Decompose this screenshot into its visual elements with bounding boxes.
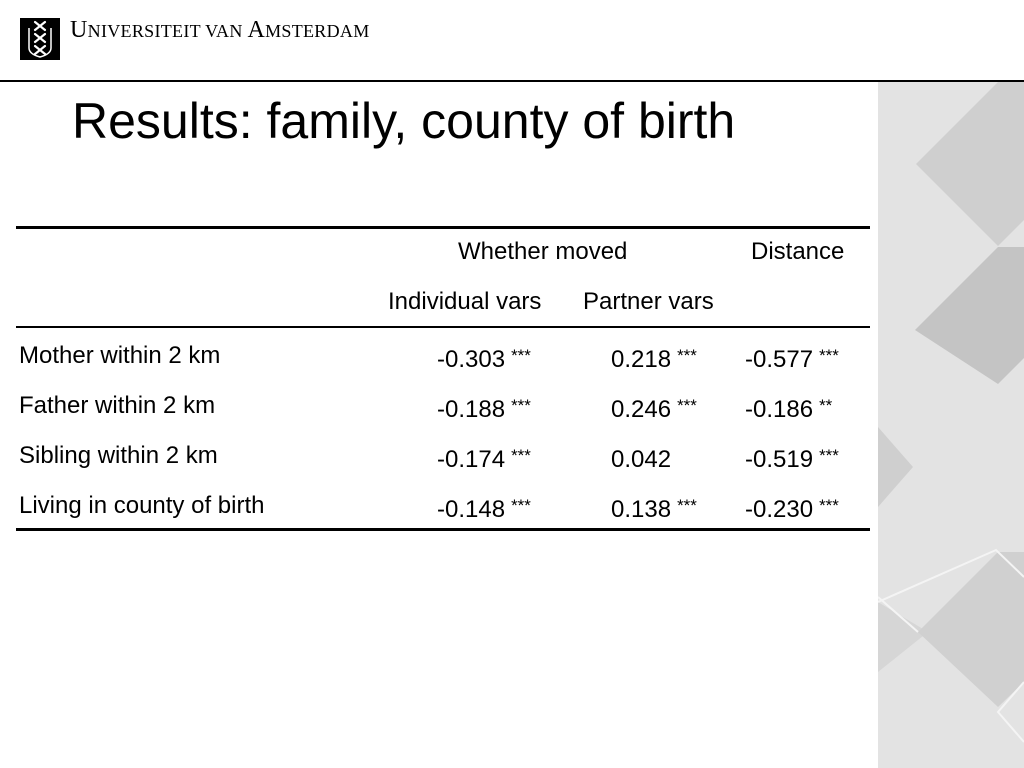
column-group-header: Whether moved (458, 238, 628, 265)
table-row: Sibling within 2 km -0.174 *** 0.042 -0.5… (16, 429, 870, 479)
cell-partner: 0.138 *** (611, 491, 697, 525)
cell-distance: -0.519 *** (745, 441, 839, 475)
table-bottom-rule (16, 528, 870, 531)
three-crosses-shield-icon (20, 18, 60, 60)
university-name-initial: A (247, 17, 266, 43)
significance-stars: *** (819, 496, 839, 515)
cell-partner: 0.218 *** (611, 341, 697, 375)
slide-header: UNIVERSITEIT VAN AMSTERDAM (0, 0, 1024, 80)
cell-value: 0.042 (611, 446, 672, 473)
cell-value: 0.218 (611, 346, 672, 373)
table-top-rule (16, 226, 870, 229)
cell-value: 0.246 (611, 396, 672, 423)
significance-stars: *** (511, 346, 531, 365)
university-name-part: MSTERDAM (265, 21, 370, 41)
column-header-distance: Distance (751, 238, 845, 265)
cell-value: -0.519 (745, 446, 814, 473)
significance-stars: *** (677, 396, 697, 415)
table-row: Father within 2 km -0.188 *** 0.246 *** -0… (16, 379, 870, 429)
cell-value: -0.188 (437, 396, 506, 423)
cell-value: -0.186 (745, 396, 814, 423)
cell-distance: -0.186 ** (745, 391, 832, 425)
significance-stars: *** (819, 346, 839, 365)
cell-partner: 0.042 (611, 441, 677, 475)
significance-stars: ** (819, 396, 833, 415)
cell-value: -0.148 (437, 496, 506, 523)
cell-partner: 0.246 *** (611, 391, 697, 425)
row-label: Mother within 2 km (19, 342, 221, 369)
row-label: Sibling within 2 km (19, 442, 218, 469)
slide-title: Results: family, county of birth (72, 93, 736, 149)
table-header-rule (16, 326, 870, 328)
cell-individual: -0.303 *** (437, 341, 531, 375)
cell-individual: -0.188 *** (437, 391, 531, 425)
significance-stars: *** (511, 446, 531, 465)
cell-distance: -0.230 *** (745, 491, 839, 525)
cell-value: -0.174 (437, 446, 506, 473)
significance-stars: *** (677, 496, 697, 515)
row-label: Living in county of birth (19, 492, 265, 519)
significance-stars: *** (677, 346, 697, 365)
cell-value: -0.577 (745, 346, 814, 373)
column-header-individual: Individual vars (388, 288, 542, 315)
university-name-part: NIVERSITEIT VAN (87, 21, 248, 41)
significance-stars: *** (511, 396, 531, 415)
cell-individual: -0.174 *** (437, 441, 531, 475)
cell-distance: -0.577 *** (745, 341, 839, 375)
university-name-initial: U (70, 17, 88, 43)
cell-value: 0.138 (611, 496, 672, 523)
cell-value: -0.230 (745, 496, 814, 523)
row-label: Father within 2 km (19, 392, 216, 419)
decorative-diamond-panel (878, 82, 1024, 768)
university-name: UNIVERSITEIT VAN AMSTERDAM (70, 17, 370, 44)
table-row: Mother within 2 km -0.303 *** 0.218 *** -0… (16, 329, 870, 379)
cell-value: -0.303 (437, 346, 506, 373)
cell-individual: -0.148 *** (437, 491, 531, 525)
header-divider (0, 80, 1024, 82)
significance-stars: *** (511, 496, 531, 515)
significance-stars: *** (819, 446, 839, 465)
column-header-partner: Partner vars (583, 288, 714, 315)
table-row: Living in county of birth -0.148 *** 0.13… (16, 479, 870, 529)
